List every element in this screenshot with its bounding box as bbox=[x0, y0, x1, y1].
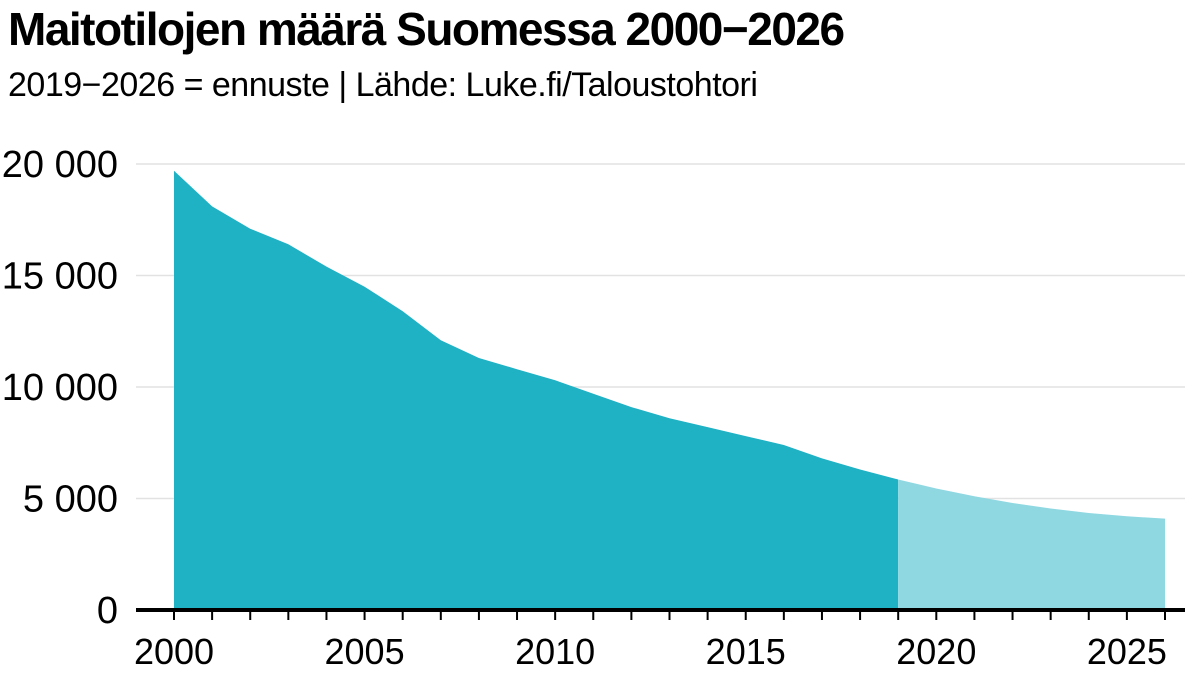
y-axis: 0 5 000 10 000 15 000 20 000 bbox=[2, 144, 118, 632]
chart-subtitle: 2019−2026 = ennuste | Lähde: Luke.fi/Tal… bbox=[8, 66, 758, 104]
x-axis: 2000 2005 2010 2015 2020 2025 bbox=[134, 608, 1185, 672]
y-tick-label: 0 bbox=[97, 590, 118, 632]
x-tick-label: 2010 bbox=[515, 631, 595, 672]
area-forecast bbox=[898, 479, 1165, 610]
y-tick-label: 20 000 bbox=[2, 144, 118, 186]
x-tick-label: 2000 bbox=[134, 631, 214, 672]
x-tick-label: 2020 bbox=[896, 631, 976, 672]
y-tick-label: 10 000 bbox=[2, 367, 118, 409]
x-tick-label: 2005 bbox=[325, 631, 405, 672]
chart-title: Maitotilojen määrä Suomessa 2000−2026 bbox=[8, 3, 845, 55]
area-series bbox=[174, 170, 1165, 610]
x-tick-label: 2015 bbox=[706, 631, 786, 672]
y-tick-label: 5 000 bbox=[23, 479, 118, 521]
area-actual bbox=[174, 170, 899, 610]
y-tick-label: 15 000 bbox=[2, 256, 118, 298]
x-tick-label: 2025 bbox=[1087, 631, 1167, 672]
